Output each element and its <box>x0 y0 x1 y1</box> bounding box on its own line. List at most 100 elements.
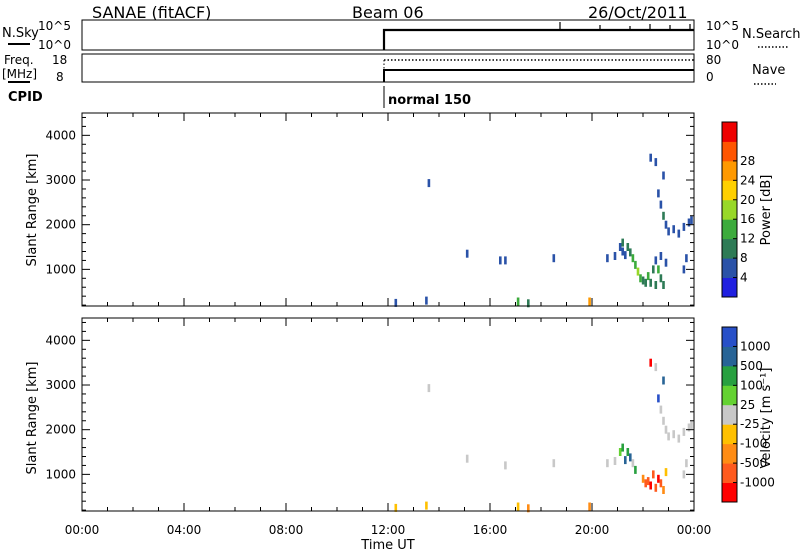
power-cell <box>652 265 655 274</box>
colorbar-tick-label: 25 <box>740 398 755 412</box>
velocity-cell <box>646 477 650 486</box>
velocity-cell <box>690 421 693 430</box>
velocity-cell <box>687 423 691 432</box>
colorbar-tick-label: 500 <box>740 359 763 373</box>
power-cell <box>654 158 658 167</box>
freq-panel-frame <box>81 53 695 83</box>
power-cell <box>659 252 663 260</box>
power-cell <box>644 278 647 287</box>
colorbar-tick-label: -1000 <box>740 476 775 490</box>
cpid-mode: normal 150 <box>388 93 471 108</box>
y-tick-label: 3000 <box>45 378 76 392</box>
colorbar-segment <box>722 365 737 386</box>
power-plot-area <box>394 153 693 308</box>
velocity-cell <box>672 430 675 439</box>
power-cell <box>657 189 660 198</box>
velocity-cell <box>649 481 652 490</box>
power-cell <box>672 225 675 234</box>
velocity-cell <box>527 504 530 513</box>
power-cell <box>664 220 668 229</box>
power-cell <box>588 297 591 306</box>
power-cell <box>527 299 530 308</box>
velocity-cell <box>652 470 655 479</box>
nave-tick-low: 0 <box>706 70 714 84</box>
colorbar-tick-label: 8 <box>740 251 748 265</box>
power-cell <box>682 265 686 274</box>
power-cell <box>690 216 693 225</box>
velocity-ylabel: Slant Range [km] <box>25 362 40 475</box>
velocity-cell <box>664 468 668 477</box>
power-cell <box>649 153 652 162</box>
power-cell <box>654 256 658 265</box>
velocity-cell <box>657 474 660 483</box>
velocity-cell <box>427 384 431 393</box>
velocity-cell <box>677 434 681 443</box>
colorbar-segment <box>722 346 737 367</box>
beam-title: Beam 06 <box>352 3 424 22</box>
power-cell <box>636 267 640 276</box>
colorbar-tick-label: 12 <box>740 232 755 246</box>
colorbar-segment <box>722 219 737 240</box>
power-cell <box>394 298 398 307</box>
colorbar-segment <box>722 141 737 162</box>
velocity-cell <box>613 457 617 465</box>
x-axis-label: Time UT <box>360 538 414 553</box>
velocity-cell <box>664 425 668 434</box>
velocity-cell <box>394 503 398 512</box>
power-cell <box>664 258 668 267</box>
velocity-cell <box>626 448 630 456</box>
velocity-cell <box>629 453 632 462</box>
colorbar-segment <box>722 424 737 445</box>
colorbar-tick-label: -500 <box>740 456 767 470</box>
power-cell <box>662 171 665 180</box>
power-cell <box>626 243 630 251</box>
y-tick-label: 1000 <box>45 467 76 481</box>
power-cell <box>499 256 502 265</box>
colorbar-tick-label: 20 <box>740 193 755 207</box>
velocity-cell <box>606 459 609 468</box>
power-cell <box>634 260 637 269</box>
nsky-tick-low: 10^0 <box>38 38 71 52</box>
x-tick-label: 08:00 <box>269 523 304 537</box>
colorbar-segment <box>722 327 737 347</box>
power-cell <box>425 296 428 305</box>
freq-tick-low: 8 <box>56 70 64 84</box>
colorbar-segment <box>722 199 737 220</box>
velocity-axes: 1000 2000 3000 4000 <box>45 318 695 511</box>
velocity-cell <box>662 376 665 385</box>
velocity-colorbar: -1000 -500 -100 -25 25 100 500 1000 <box>721 326 775 503</box>
power-cell <box>624 251 627 260</box>
cpid-label: CPID <box>8 90 43 105</box>
velocity-cell <box>662 486 665 494</box>
power-cell <box>629 248 632 257</box>
station-title: SANAE (fitACF) <box>92 3 211 22</box>
velocity-cell <box>634 465 637 474</box>
nsky-label: N.Sky <box>2 26 39 41</box>
power-cell <box>516 297 520 306</box>
nsky-tick-high: 10^5 <box>38 19 71 33</box>
velocity-cell <box>654 483 658 492</box>
power-colorbar-label: Power [dB] <box>759 175 774 246</box>
colorbar-segment <box>722 160 737 181</box>
power-axes: 1000 2000 3000 4000 <box>45 113 695 306</box>
velocity-cell <box>516 502 520 511</box>
colorbar-segment <box>722 482 737 503</box>
power-cell <box>685 254 688 263</box>
colorbar-segment <box>722 238 737 259</box>
colorbar-tick-label: -25 <box>740 417 760 431</box>
velocity-cell <box>682 470 686 479</box>
power-cell <box>662 211 665 220</box>
colorbar-frame <box>721 326 738 503</box>
velocity-cell <box>685 459 688 468</box>
x-tick-labels: 00:00 04:00 08:00 12:00 16:00 20:00 00:00 <box>65 523 712 537</box>
freq-label: Freq. <box>4 53 34 67</box>
velocity-cell <box>552 459 556 468</box>
colorbar-tick-label: -100 <box>740 437 767 451</box>
colorbar-tick-label: 28 <box>740 154 755 168</box>
y-tick-label: 4000 <box>45 128 76 142</box>
freq-tick-high: 18 <box>52 53 67 67</box>
power-cell <box>659 200 663 209</box>
power-colorbar: 4 8 12 16 20 24 28 <box>721 121 755 298</box>
nsky-trace <box>382 22 694 50</box>
